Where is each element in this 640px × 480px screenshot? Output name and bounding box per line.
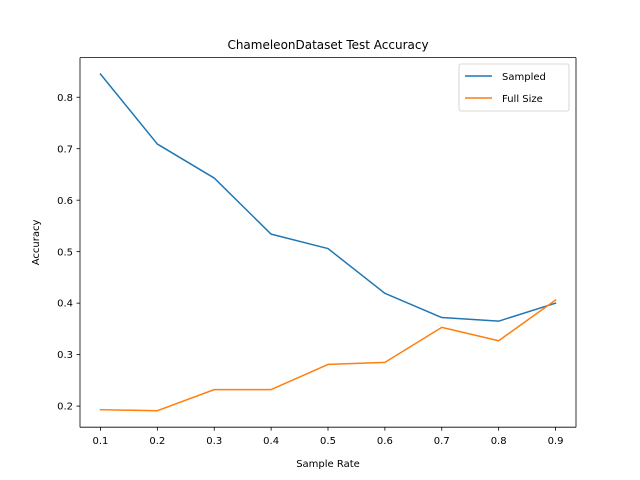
x-tick-label: 0.3 <box>206 436 222 447</box>
x-tick-label: 0.7 <box>434 436 450 447</box>
legend-label-full-size: Full Size <box>502 94 543 105</box>
axes-frame <box>79 57 577 428</box>
y-tick-label: 0.8 <box>57 93 73 104</box>
chart-title: ChameleonDataset Test Accuracy <box>227 38 428 52</box>
y-tick-label: 0.2 <box>57 402 73 413</box>
x-tick-label: 0.6 <box>377 436 393 447</box>
series-line-full-size <box>99 299 557 412</box>
legend-label-sampled: Sampled <box>502 72 546 83</box>
x-tick-label: 0.1 <box>93 436 109 447</box>
y-tick-label: 0.6 <box>57 196 73 207</box>
y-axis-ticks: 0.2 0.3 0.4 0.5 0.6 0.7 0.8 <box>57 93 80 413</box>
y-tick-label: 0.7 <box>57 144 73 155</box>
y-tick-label: 0.4 <box>57 299 73 310</box>
x-tick-label: 0.4 <box>263 436 279 447</box>
series-line-sampled <box>99 73 557 322</box>
x-tick-label: 0.5 <box>320 436 336 447</box>
x-tick-label: 0.8 <box>491 436 507 447</box>
y-axis-label: Accuracy <box>31 219 42 265</box>
x-tick-label: 0.9 <box>548 436 564 447</box>
y-tick-label: 0.5 <box>57 247 73 258</box>
x-axis-label: Sample Rate <box>296 459 360 470</box>
x-tick-label: 0.2 <box>149 436 165 447</box>
series-layer <box>99 73 557 412</box>
x-axis-ticks: 0.1 0.2 0.3 0.4 0.5 0.6 0.7 0.8 0.9 <box>93 427 564 447</box>
y-tick-label: 0.3 <box>57 350 73 361</box>
legend: Sampled Full Size <box>458 63 570 112</box>
plot-area <box>80 57 576 428</box>
